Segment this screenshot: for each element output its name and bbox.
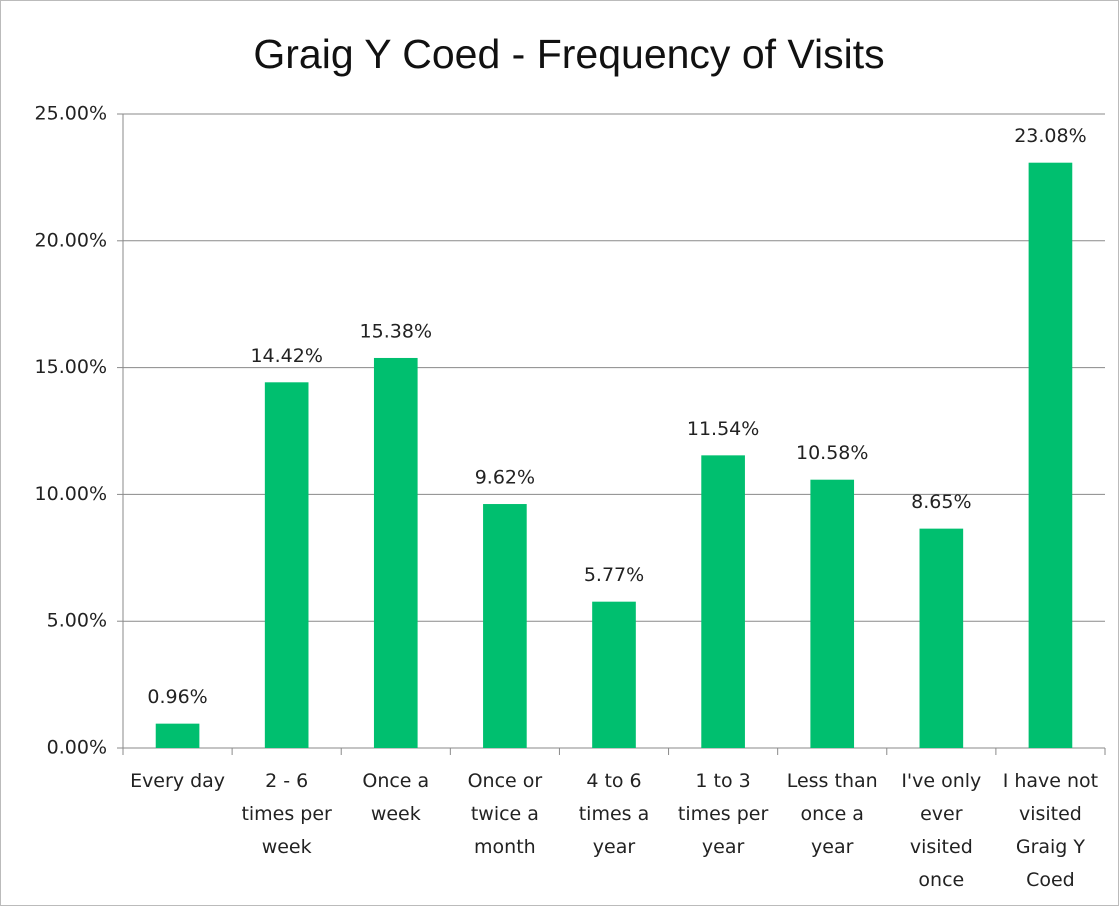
data-label: 23.08% — [1014, 125, 1086, 147]
chart-title: Graig Y Coed - Frequency of Visits — [253, 31, 884, 77]
bar — [264, 382, 309, 748]
bar — [701, 455, 745, 748]
bar — [1028, 162, 1073, 749]
x-tick-label: 4 to 6 times a year — [578, 770, 650, 858]
x-tick-label: 2 - 6 times per week — [241, 770, 332, 858]
y-tick-label: 25.00% — [35, 103, 107, 125]
data-label: 14.42% — [250, 345, 322, 367]
x-tick-label: Less than once a year — [786, 770, 878, 858]
bar — [810, 479, 855, 748]
bar — [919, 528, 964, 748]
y-tick-label: 20.00% — [35, 229, 107, 251]
y-tick-label: 10.00% — [35, 483, 107, 505]
x-tick-label: I've only ever visited once — [901, 770, 982, 891]
bar — [373, 357, 418, 748]
bar — [483, 504, 527, 748]
data-label: 0.96% — [147, 686, 207, 708]
x-tick-label: Every day — [130, 770, 226, 792]
bar — [592, 601, 636, 748]
data-label: 15.38% — [360, 320, 432, 342]
y-tick-label: 15.00% — [35, 356, 107, 378]
data-label: 11.54% — [687, 418, 759, 440]
data-label: 5.77% — [584, 564, 644, 586]
x-tick-label: Once a week — [362, 770, 430, 825]
x-tick-label: I have not visited Graig Y Coed — [1002, 770, 1099, 891]
x-tick-label: Once or twice a month — [467, 770, 543, 858]
data-label: 10.58% — [796, 442, 868, 464]
data-label: 8.65% — [911, 491, 971, 513]
bar — [155, 723, 200, 748]
data-label: 9.62% — [475, 467, 535, 489]
y-tick-label: 5.00% — [47, 610, 107, 632]
x-tick-label: 1 to 3 times per year — [677, 770, 769, 858]
y-tick-label: 0.00% — [47, 737, 107, 759]
